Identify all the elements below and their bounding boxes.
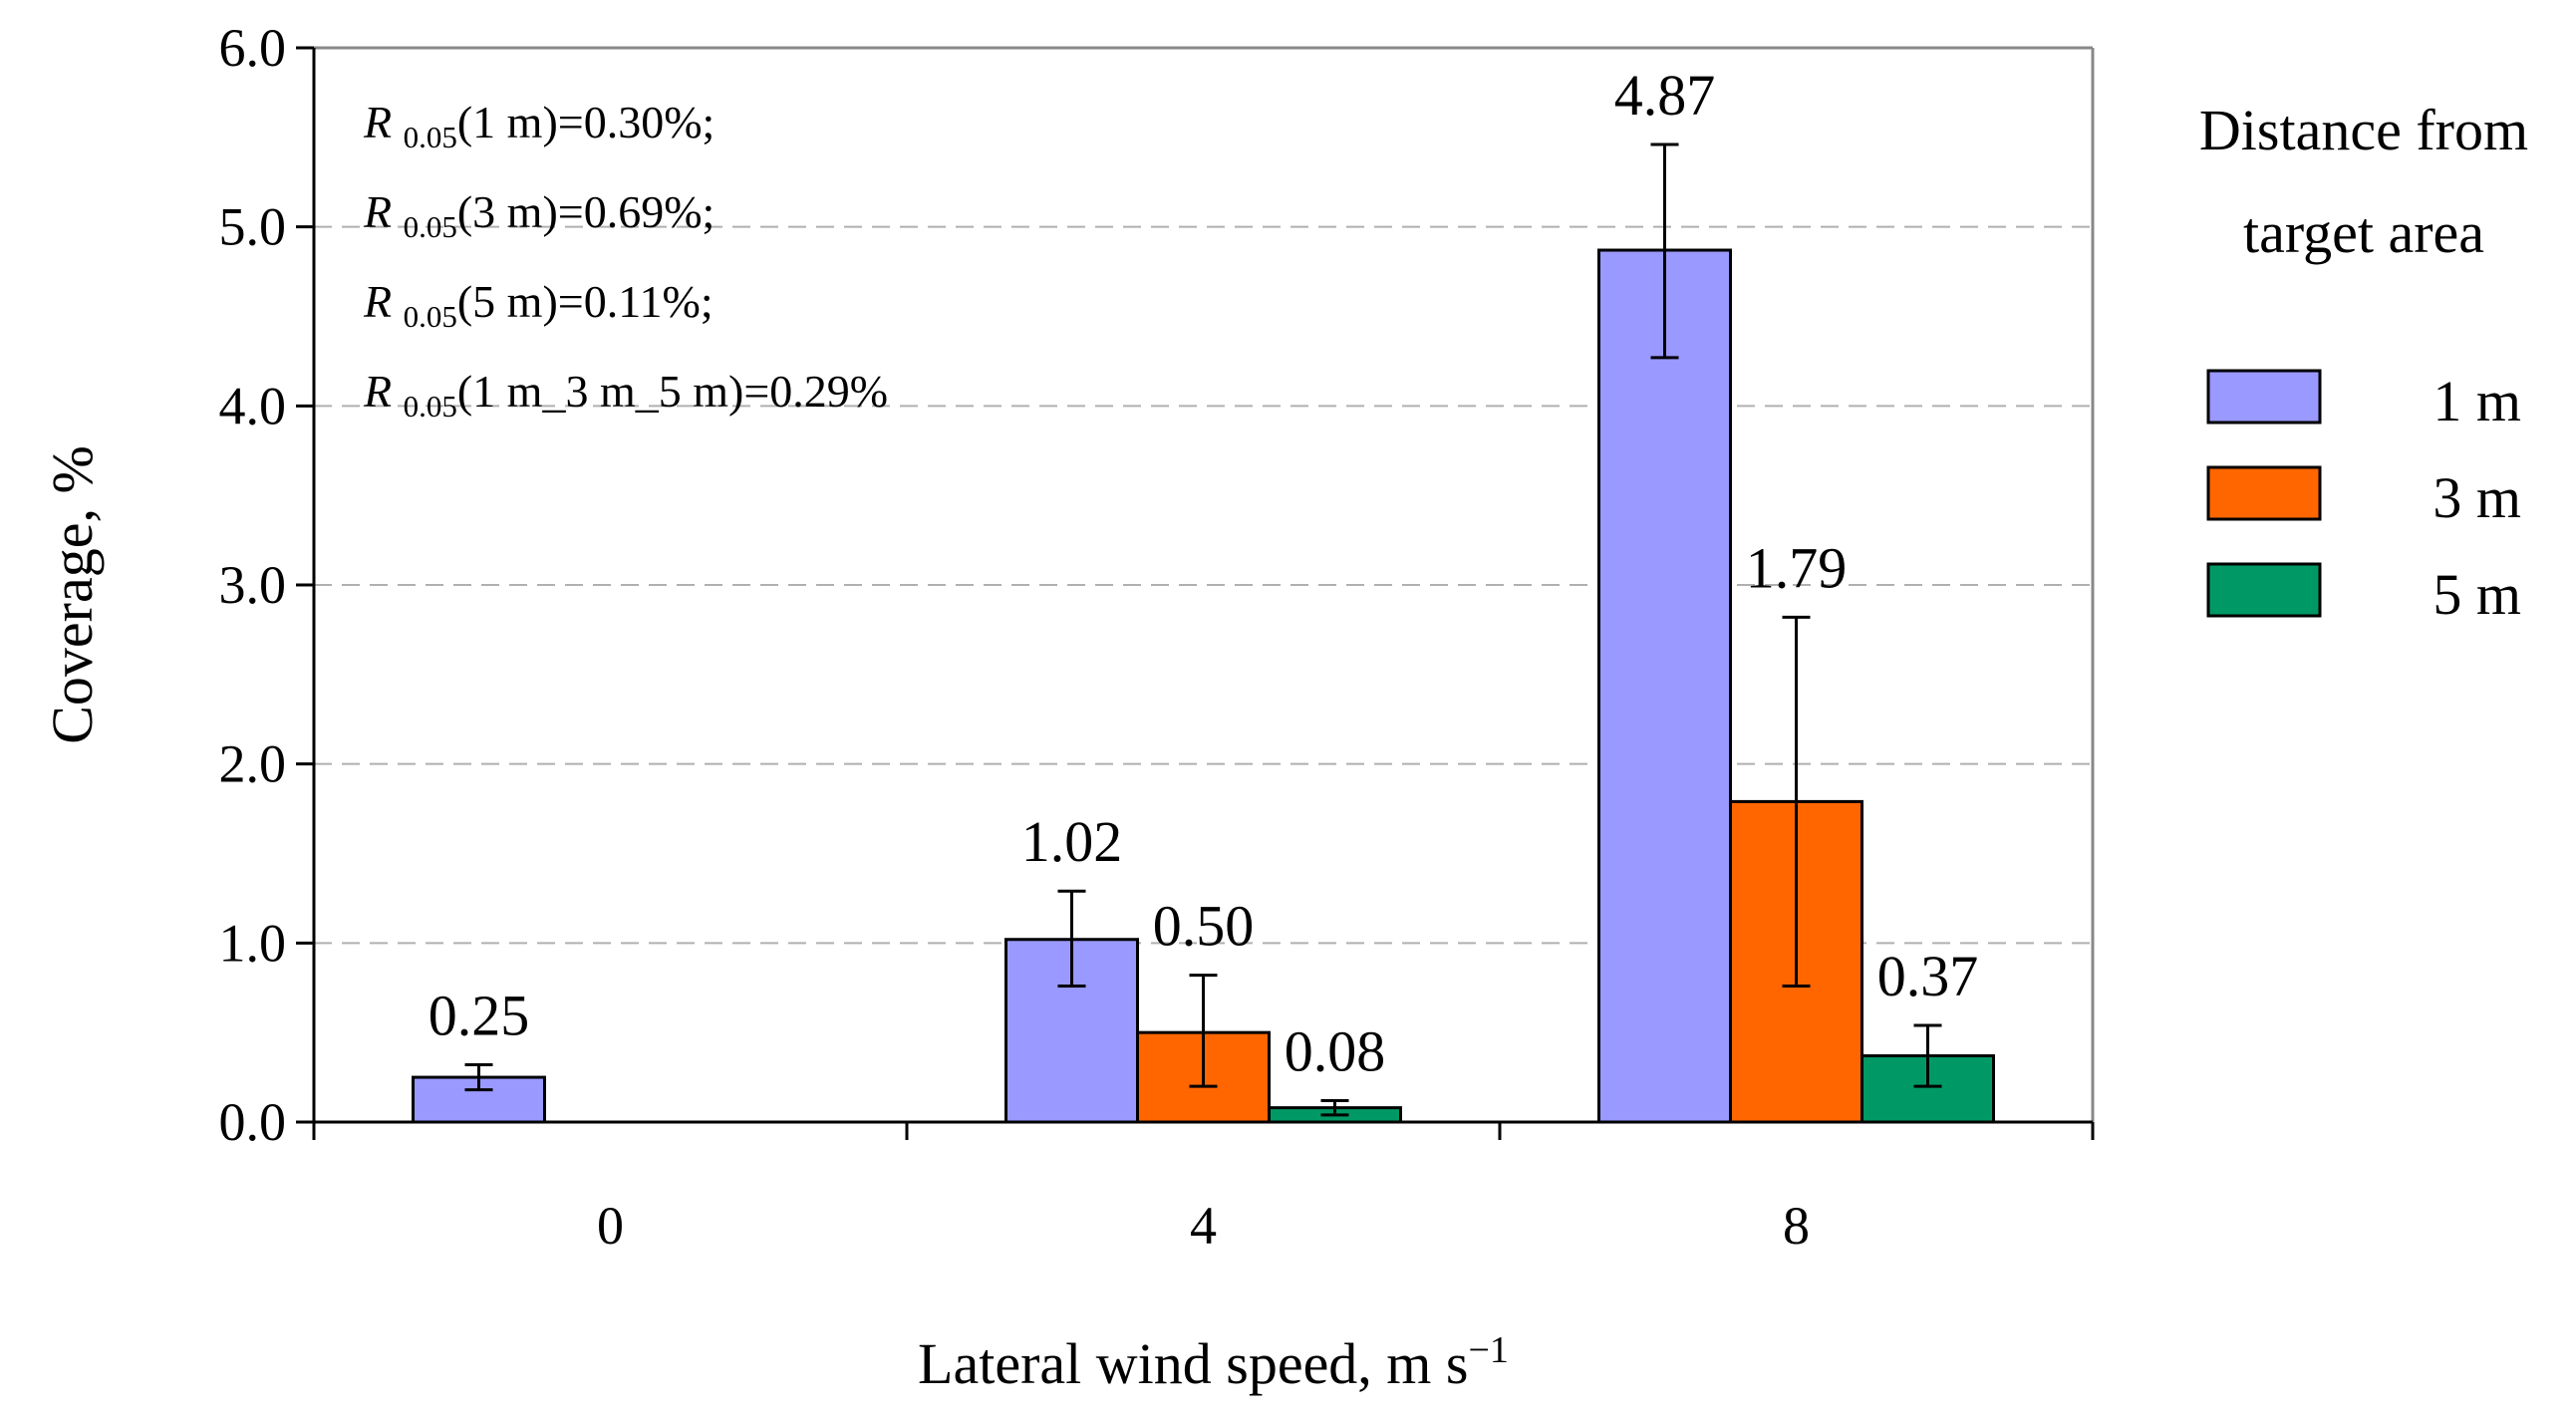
legend-label: 3 m (2433, 465, 2521, 530)
bar (1597, 248, 1732, 1124)
x-axis-title-superscript: −1 (1469, 1329, 1509, 1371)
annotation-symbol: R (363, 366, 404, 417)
y-axis-title: Coverage, % (40, 445, 105, 744)
annotation-subscript: 0.05 (404, 299, 457, 334)
annotation: R 0.05(1 m)=0.30%; (363, 97, 715, 154)
y-tick-label: 1.0 (219, 913, 287, 973)
data-label: 4.87 (1614, 63, 1716, 128)
annotation-text: (5 m)=0.11%; (457, 276, 714, 327)
annotation-text: (1 m)=0.30%; (457, 97, 715, 147)
y-tick-label: 4.0 (219, 376, 287, 435)
legend-swatch (2206, 562, 2322, 618)
annotations: R 0.05(1 m)=0.30%;R 0.05(3 m)=0.69%;R 0.… (363, 97, 888, 424)
annotation-text: (1 m_3 m_5 m)=0.29% (457, 366, 888, 417)
axes: 0.0 1.0 2.0 3.0 4.0 5.0 6.0 0 4 8 Coverage, % Later… (40, 18, 2095, 1396)
annotation: R 0.05(1 m_3 m_5 m)=0.29% (363, 366, 888, 424)
data-label: 0.08 (1285, 1018, 1386, 1083)
y-tick-label: 2.0 (219, 734, 287, 794)
legend-title: target area (2243, 200, 2484, 265)
annotation-subscript: 0.05 (404, 209, 457, 244)
annotation: R 0.05(3 m)=0.69%; (363, 186, 715, 244)
annotation-symbol: R (363, 186, 404, 237)
data-label: 1.79 (1746, 535, 1848, 600)
x-tick-label: 8 (1783, 1196, 1810, 1256)
annotation: R 0.05(5 m)=0.11%; (363, 276, 714, 334)
y-tick-label: 6.0 (219, 18, 287, 78)
legend-label: 1 m (2433, 369, 2521, 433)
bars: 0.25 1.02 0.50 0.08 4.87 1.79 0.37 (412, 63, 1995, 1124)
legend-swatch (2206, 465, 2322, 521)
annotation-symbol: R (363, 276, 404, 327)
data-label: 0.25 (429, 984, 530, 1048)
x-tick-label: 4 (1190, 1196, 1217, 1256)
annotation-text: (3 m)=0.69%; (457, 186, 715, 237)
y-tick-label: 0.0 (219, 1092, 287, 1152)
y-tick-label: 5.0 (219, 197, 287, 257)
legend-swatch (2206, 369, 2322, 425)
legend-title: Distance from (2199, 98, 2528, 162)
data-label: 1.02 (1021, 809, 1123, 874)
legend-label: 5 m (2433, 562, 2521, 627)
data-label: 0.37 (1877, 944, 1979, 1008)
data-label: 0.50 (1153, 894, 1255, 959)
legend: Distance from target area 1 m 3 m 5 m (2199, 98, 2528, 627)
x-tick-label: 0 (597, 1196, 624, 1256)
y-tick-label: 3.0 (219, 555, 287, 615)
x-axis-title: Lateral wind speed, m s−1 (918, 1329, 1509, 1396)
annotation-symbol: R (363, 97, 404, 147)
annotation-subscript: 0.05 (404, 389, 457, 424)
annotation-subscript: 0.05 (404, 120, 457, 154)
